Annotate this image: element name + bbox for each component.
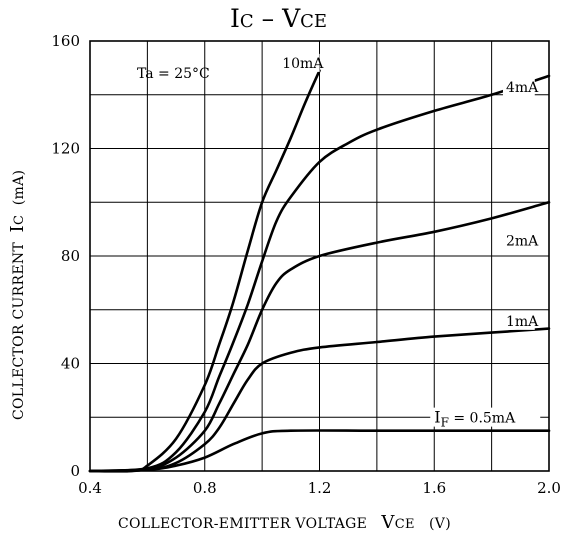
series-label-bg <box>279 53 320 72</box>
x-tick-label: 2.0 <box>537 479 561 497</box>
series-label-bg <box>502 78 535 97</box>
x-tick-label: 0.4 <box>78 479 102 497</box>
series-label: 1mA <box>506 314 539 330</box>
series-label-bg <box>430 407 541 427</box>
y-tick-label: 120 <box>51 140 80 158</box>
y-tick-label: 0 <box>70 462 80 480</box>
x-axis-label: COLLECTOR-EMITTER VOLTAGE VCE (V) <box>118 512 451 533</box>
x-tick-label: 1.6 <box>422 479 446 497</box>
series-label: IF = 0.5mA <box>434 408 516 430</box>
series-line-2ma <box>88 201 551 473</box>
series-line-4ma <box>88 74 551 473</box>
y-tick-label: 160 <box>51 32 80 50</box>
series-line-1ma <box>88 327 551 473</box>
series-label: 2mA <box>506 233 539 249</box>
y-tick-label: 80 <box>61 247 80 265</box>
x-tick-label: 1.2 <box>308 479 332 497</box>
gridlines <box>90 41 549 471</box>
series-label: 4mA <box>506 80 539 96</box>
y-tick-label: 40 <box>61 355 80 373</box>
tick-labels: 0.4 0.8 1.2 1.6 2.0 0 40 80 120 160 <box>51 32 561 497</box>
x-tick-label: 0.8 <box>193 479 217 497</box>
series-label-bg <box>502 231 535 250</box>
series-label-bg <box>502 311 535 330</box>
series-line-10ma <box>88 69 321 473</box>
chart-title: IC – VCE <box>230 4 328 33</box>
series-label: 10mA <box>282 56 324 72</box>
series-lines <box>88 69 551 473</box>
series-labels: 10mA 4mA 2mA 1mA IF = 0.5mA <box>279 53 541 430</box>
temperature-annotation: Ta = 25°C <box>137 66 210 82</box>
